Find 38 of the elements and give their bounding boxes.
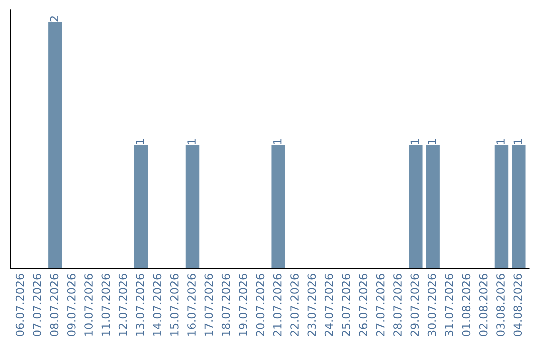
x-tick-label: 20.07.2026 [256,274,265,336]
x-tick-label: 15.07.2026 [170,274,179,336]
data-label: 1 [410,140,419,144]
x-tick-label: 29.07.2026 [410,274,420,336]
x-tick-label: 09.07.2026 [67,274,76,336]
data-label: 1 [496,140,505,144]
x-tick-label: 31.07.2026 [445,274,454,336]
x-tick-label: 23.07.2026 [308,274,316,336]
x-tick-label: 21.07.2026 [273,274,282,336]
x-tick-label: 26.07.2026 [359,274,368,336]
x-tick-label: 30.07.2026 [428,274,436,336]
x-tick-label: 28.07.2026 [394,274,402,336]
data-label: 1 [274,140,282,144]
x-tick-label: 12.07.2026 [118,274,128,336]
x-tick-label: 22.07.2026 [290,274,299,336]
x-tick-label: 11.07.2026 [102,274,110,336]
x-tick-label: 04.08.2026 [514,274,522,336]
data-label: 1 [136,140,144,144]
x-tick-label: 07.07.2026 [33,274,42,336]
x-tick-label: 18.07.2026 [222,274,230,336]
data-label: 1 [428,140,436,144]
x-tick-label: 24.07.2026 [324,274,334,336]
x-tick-label: 14.07.2026 [153,274,162,336]
x-tick-label: 06.07.2026 [16,274,24,336]
x-tick-label: 25.07.2026 [342,274,350,336]
x-tick-label: 03.08.2026 [496,274,505,336]
data-label: 1 [188,140,196,144]
data-label: 1 [514,140,522,144]
x-tick-label: 17.07.2026 [204,274,214,336]
x-tick-label: 01.08.2026 [462,274,471,336]
data-label: 2 [50,16,58,22]
x-tick-label: 27.07.2026 [376,274,385,336]
x-tick-label: 19.07.2026 [239,274,248,336]
x-tick-label: 02.08.2026 [479,274,488,336]
x-tick-label: 13.07.2026 [136,274,144,336]
x-tick-label: 08.07.2026 [50,274,59,336]
x-tick-label: 16.07.2026 [188,274,196,336]
x-tick-label: 10.07.2026 [84,274,93,336]
